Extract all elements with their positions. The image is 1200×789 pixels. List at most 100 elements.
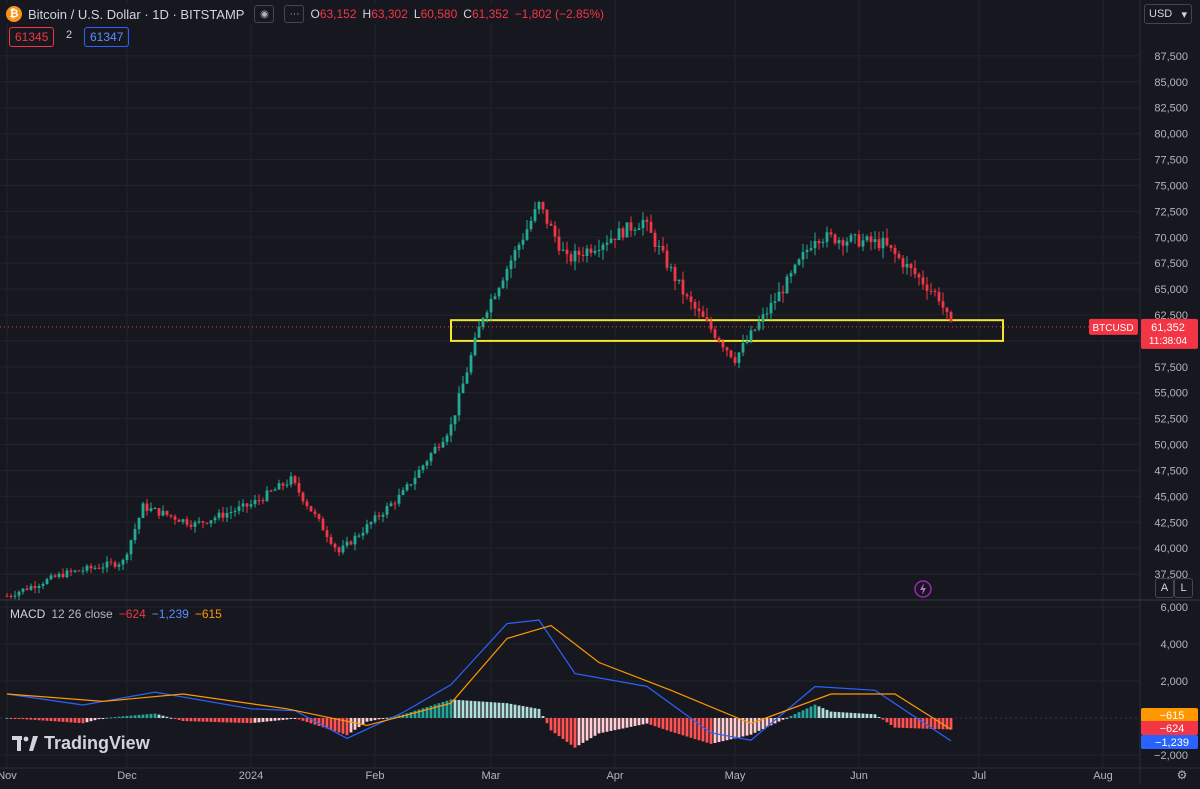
tradingview-icon bbox=[12, 735, 38, 751]
macd-tag bbox=[1141, 735, 1198, 749]
histogram-bar bbox=[325, 718, 329, 729]
histogram-bar bbox=[625, 718, 629, 728]
countdown-value: 11:38:04 bbox=[1149, 336, 1188, 347]
histogram-bar bbox=[209, 718, 213, 722]
candle bbox=[697, 308, 701, 312]
histogram-bar bbox=[173, 718, 177, 719]
candle bbox=[569, 254, 573, 262]
candle bbox=[37, 586, 41, 589]
candle bbox=[533, 209, 537, 221]
more-options-icon[interactable]: ⋯ bbox=[284, 5, 305, 23]
candle bbox=[773, 301, 777, 303]
candle bbox=[517, 244, 521, 251]
tradingview-logo[interactable]: TradingView bbox=[12, 733, 150, 754]
candle bbox=[637, 228, 641, 230]
histogram-bar bbox=[897, 718, 901, 728]
candle bbox=[729, 350, 733, 358]
candle bbox=[553, 225, 557, 237]
candle bbox=[541, 202, 545, 210]
candle bbox=[81, 570, 85, 572]
histogram-bar bbox=[381, 718, 385, 719]
buy-price-button[interactable]: 61347 bbox=[84, 27, 130, 47]
histogram-bar bbox=[157, 714, 161, 718]
histogram-bar bbox=[717, 718, 721, 743]
candle bbox=[409, 484, 413, 486]
histogram-bar bbox=[429, 705, 433, 718]
log-scale-button[interactable]: L bbox=[1174, 578, 1193, 598]
macd-tick-label: 6,000 bbox=[1160, 602, 1188, 614]
histogram-bar bbox=[281, 718, 285, 720]
macd-lines bbox=[6, 619, 952, 742]
histogram-bar bbox=[529, 707, 533, 718]
time-tick-label: May bbox=[725, 770, 746, 782]
price-tick-label: 42,500 bbox=[1154, 517, 1188, 529]
candle bbox=[385, 506, 389, 515]
histogram-bar bbox=[37, 718, 41, 721]
histogram-bar bbox=[877, 716, 881, 718]
histogram-bar bbox=[629, 718, 633, 727]
histogram-bar bbox=[849, 712, 853, 718]
candle bbox=[861, 240, 865, 247]
histogram-bar bbox=[517, 705, 521, 718]
histogram-bar bbox=[309, 718, 313, 724]
candle bbox=[69, 570, 73, 572]
histogram-bar bbox=[641, 718, 645, 725]
candle bbox=[281, 483, 285, 486]
candle bbox=[357, 535, 361, 537]
histogram-bar bbox=[881, 718, 885, 720]
sell-price-button[interactable]: 61345 bbox=[9, 27, 55, 47]
histogram-bar bbox=[753, 718, 757, 733]
histogram-bar bbox=[153, 713, 157, 718]
candle bbox=[381, 514, 385, 517]
histogram-bar bbox=[341, 718, 345, 734]
histogram-bar bbox=[885, 718, 889, 723]
histogram-bar bbox=[297, 718, 301, 720]
candle bbox=[261, 500, 265, 502]
histogram-bar bbox=[197, 718, 201, 722]
candle bbox=[257, 500, 261, 502]
currency-select[interactable]: USD ▾ bbox=[1144, 4, 1192, 24]
candle bbox=[401, 490, 405, 495]
histogram-bar bbox=[169, 717, 173, 719]
symbol-title[interactable]: Bitcoin / U.S. Dollar · 1D · BITSTAMP bbox=[28, 6, 245, 22]
macd-tag-value: −624 bbox=[1160, 723, 1185, 735]
histogram-bar bbox=[433, 704, 437, 718]
candle bbox=[497, 287, 501, 297]
histogram-bar bbox=[145, 714, 149, 718]
histogram-bar bbox=[549, 718, 553, 731]
histogram-bar bbox=[581, 718, 585, 743]
histogram-bar bbox=[361, 718, 365, 725]
candle bbox=[513, 250, 517, 261]
auto-scale-button[interactable]: A bbox=[1155, 578, 1174, 598]
candle bbox=[857, 234, 861, 247]
eye-icon[interactable]: ◉ bbox=[254, 5, 275, 23]
histogram-bar bbox=[57, 718, 61, 722]
histogram-bar bbox=[697, 718, 701, 741]
lightning-icon[interactable] bbox=[914, 580, 932, 598]
candle bbox=[621, 228, 625, 238]
candle bbox=[725, 347, 729, 351]
macd-tick-label: 2,000 bbox=[1160, 676, 1188, 688]
histogram-bar bbox=[161, 715, 165, 718]
candle bbox=[337, 547, 341, 553]
candle bbox=[33, 586, 37, 589]
candle bbox=[273, 489, 277, 491]
candle bbox=[937, 292, 941, 302]
histogram-bar bbox=[609, 718, 613, 731]
macd-legend[interactable]: MACD 12 26 close −624 −1,239 −615 bbox=[10, 607, 222, 621]
macd-tag-value: −615 bbox=[1160, 710, 1185, 722]
candle bbox=[669, 267, 673, 269]
candle bbox=[349, 541, 353, 545]
histogram-bar bbox=[205, 718, 209, 722]
candle bbox=[785, 276, 789, 294]
candle bbox=[269, 490, 273, 492]
candle bbox=[801, 252, 805, 260]
histogram-bar bbox=[797, 712, 801, 718]
settings-gear-icon[interactable]: ⚙ bbox=[1177, 768, 1188, 782]
histogram-bar bbox=[889, 718, 893, 725]
candle bbox=[421, 465, 425, 470]
histogram-bar bbox=[585, 718, 589, 741]
histogram-bar bbox=[913, 718, 917, 729]
histogram-bar bbox=[193, 718, 197, 722]
